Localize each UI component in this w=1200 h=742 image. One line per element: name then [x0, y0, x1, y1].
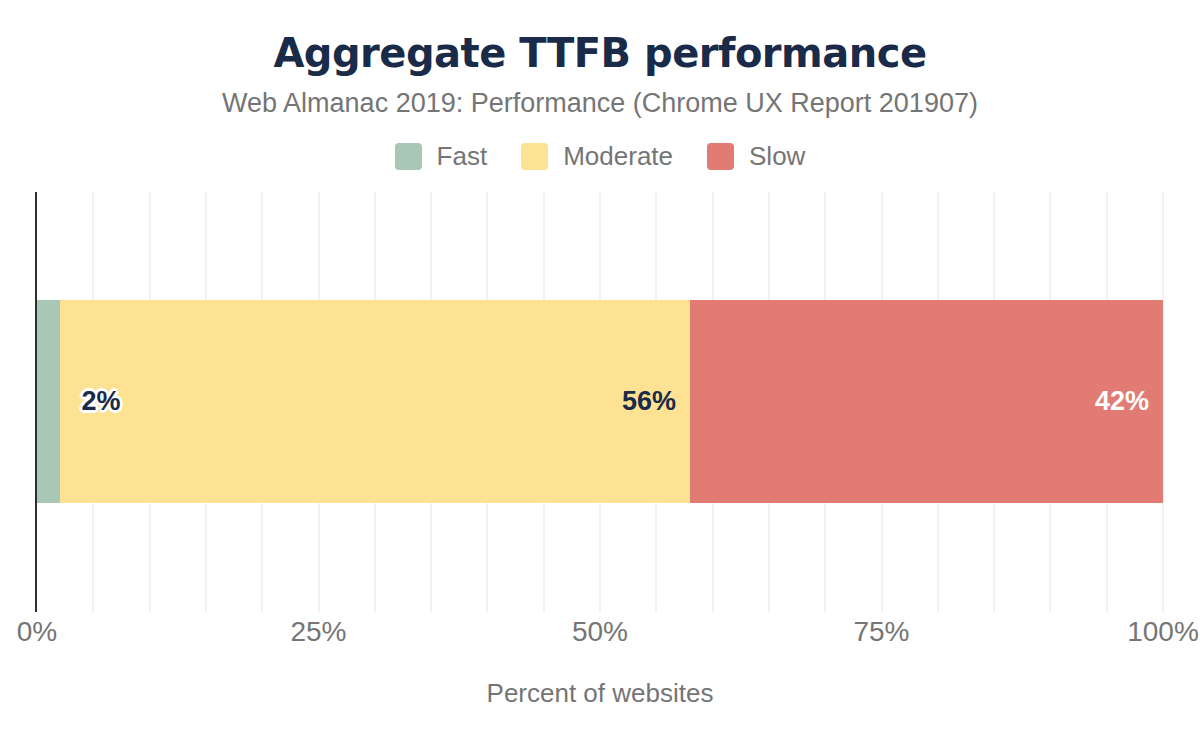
legend-item-moderate: Moderate — [521, 141, 673, 172]
x-tick-label: 100% — [1127, 616, 1199, 648]
legend-swatch-icon — [395, 143, 422, 170]
x-axis-title: Percent of websites — [0, 678, 1200, 709]
legend-swatch-icon — [707, 143, 734, 170]
bar-segment-moderate — [60, 300, 691, 503]
legend-label: Fast — [437, 141, 488, 172]
x-tick-label: 0% — [17, 616, 57, 648]
legend-label: Moderate — [563, 141, 673, 172]
x-tick-label: 50% — [572, 616, 628, 648]
legend-label: Slow — [749, 141, 805, 172]
x-tick-label: 25% — [290, 616, 346, 648]
y-axis-line — [35, 192, 37, 612]
bar-value-label-slow: 42% — [1095, 386, 1149, 417]
legend-item-fast: Fast — [395, 141, 488, 172]
bar-segment-fast — [37, 300, 60, 503]
bar-segment-slow — [690, 300, 1163, 503]
chart-subtitle: Web Almanac 2019: Performance (Chrome UX… — [0, 88, 1200, 119]
legend: Fast Moderate Slow — [0, 141, 1200, 172]
chart-container: Aggregate TTFB performance Web Almanac 2… — [0, 0, 1200, 742]
stacked-bar — [37, 300, 1163, 503]
bar-value-label-moderate: 56% — [622, 386, 676, 417]
x-tick-label: 75% — [853, 616, 909, 648]
chart-title: Aggregate TTFB performance — [0, 30, 1200, 76]
x-axis-ticks: 0%25%50%75%100% — [37, 616, 1163, 650]
legend-swatch-icon — [521, 143, 548, 170]
plot-area: 2% 56% 42% — [37, 192, 1163, 612]
legend-item-slow: Slow — [707, 141, 805, 172]
bar-value-label-fast: 2% — [82, 386, 121, 417]
